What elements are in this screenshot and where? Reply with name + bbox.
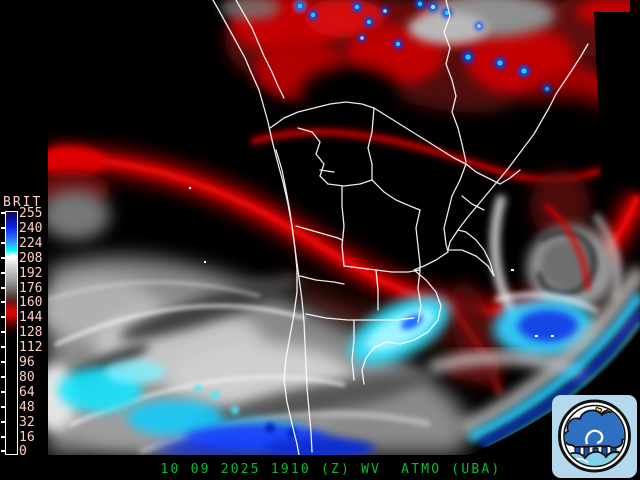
southeast-vortex [349,194,640,450]
cold-cloud-tops [294,0,552,94]
map-borders [212,0,589,455]
southwest-cloud-deck [33,190,469,455]
weather-logo-icon [558,399,631,473]
timestamp-label: 10 09 2025 1910 (Z) WV ATMO (UBA) [160,462,502,477]
atmo-uba-logo [552,395,637,478]
timestamp-bar: 10 09 2025 1910 (Z) WV ATMO (UBA) [0,455,640,480]
bright-specks [189,187,554,337]
satellite-image [30,0,640,455]
